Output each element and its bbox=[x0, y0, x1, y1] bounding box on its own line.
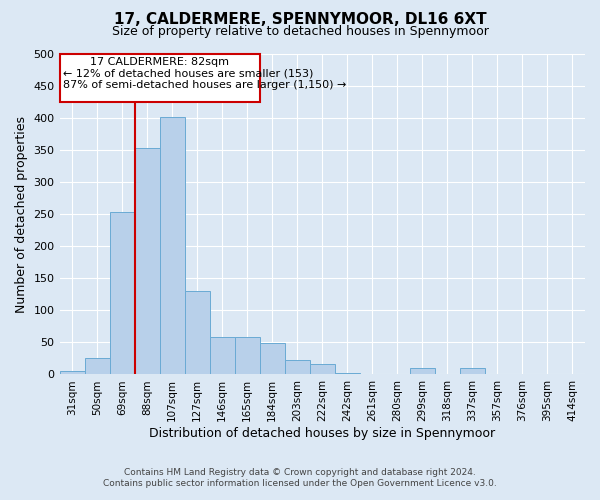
Bar bbox=[235, 338, 260, 374]
Bar bbox=[410, 368, 435, 374]
Text: ← 12% of detached houses are smaller (153): ← 12% of detached houses are smaller (15… bbox=[63, 68, 314, 78]
Bar bbox=[160, 118, 185, 374]
Text: Size of property relative to detached houses in Spennymoor: Size of property relative to detached ho… bbox=[112, 25, 488, 38]
Bar bbox=[185, 291, 209, 374]
Bar bbox=[460, 368, 485, 374]
Text: 17, CALDERMERE, SPENNYMOOR, DL16 6XT: 17, CALDERMERE, SPENNYMOOR, DL16 6XT bbox=[113, 12, 487, 28]
Text: Contains HM Land Registry data © Crown copyright and database right 2024.
Contai: Contains HM Land Registry data © Crown c… bbox=[103, 468, 497, 487]
Bar bbox=[59, 54, 260, 102]
Bar bbox=[59, 372, 85, 374]
Bar bbox=[110, 212, 134, 374]
X-axis label: Distribution of detached houses by size in Spennymoor: Distribution of detached houses by size … bbox=[149, 427, 496, 440]
Text: 87% of semi-detached houses are larger (1,150) →: 87% of semi-detached houses are larger (… bbox=[63, 80, 347, 90]
Bar bbox=[260, 343, 285, 374]
Bar bbox=[285, 360, 310, 374]
Text: 17 CALDERMERE: 82sqm: 17 CALDERMERE: 82sqm bbox=[90, 56, 229, 66]
Bar bbox=[310, 364, 335, 374]
Bar bbox=[85, 358, 110, 374]
Bar bbox=[134, 148, 160, 374]
Y-axis label: Number of detached properties: Number of detached properties bbox=[15, 116, 28, 312]
Bar bbox=[335, 373, 360, 374]
Bar bbox=[209, 338, 235, 374]
